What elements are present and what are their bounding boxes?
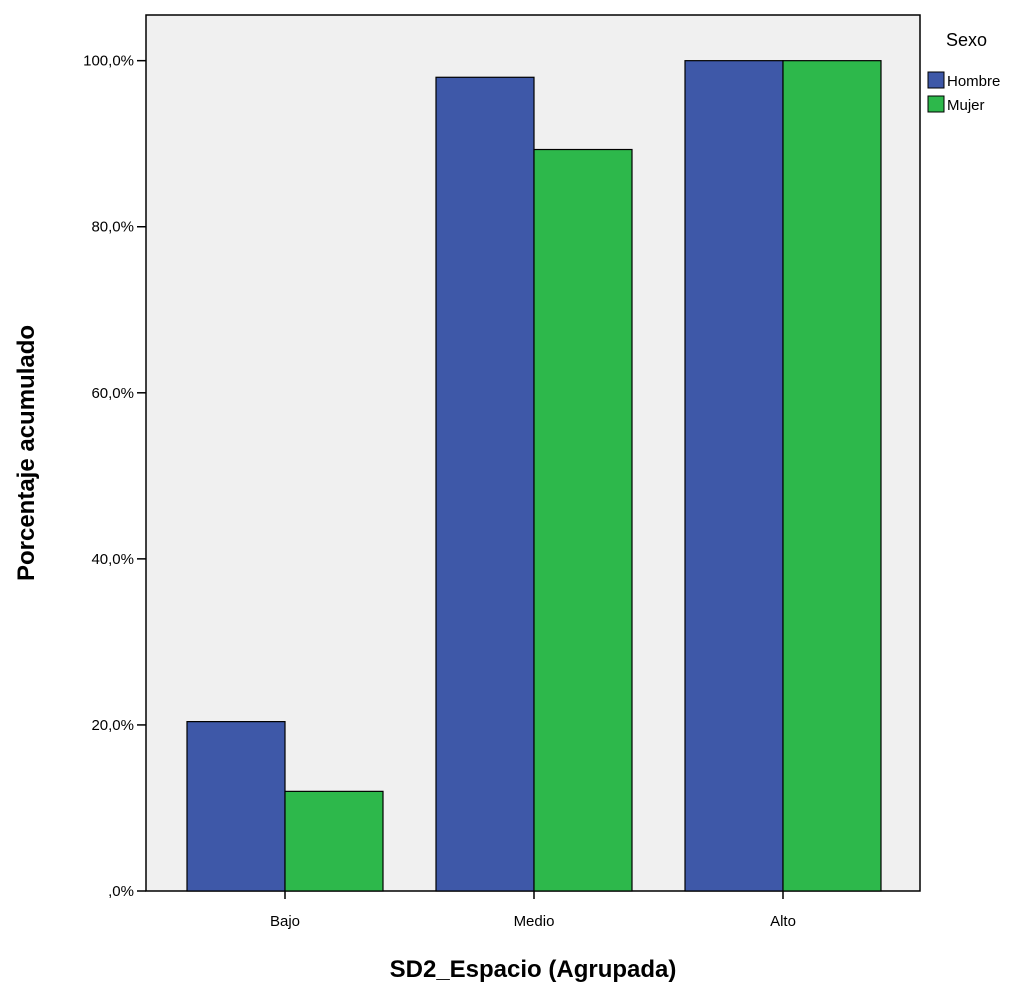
y-tick-label: 60,0% [91, 385, 134, 402]
legend: Sexo Hombre Mujer [927, 30, 1000, 114]
legend-swatch-hombre [927, 71, 945, 89]
bar-hombre-bajo [186, 721, 286, 892]
bar-mujer-medio [533, 148, 633, 892]
y-tick-label: 80,0% [91, 219, 134, 236]
bar-hombre-medio [435, 76, 535, 892]
bar-mujer-bajo [284, 790, 384, 892]
y-tick-label: 100,0% [83, 53, 134, 70]
bar-mujer-alto [782, 60, 882, 892]
legend-title: Sexo [946, 30, 987, 50]
x-axis-title: SD2_Espacio (Agrupada) [390, 956, 677, 983]
y-tick-label: 40,0% [91, 551, 134, 568]
x-tick-label: Medio [514, 913, 555, 930]
x-tick-label: Alto [770, 913, 796, 930]
legend-label-hombre: Hombre [947, 73, 1000, 90]
y-tick-label: ,0% [108, 883, 134, 900]
y-axis-title: Porcentaje acumulado [13, 325, 40, 581]
legend-swatch-mujer [927, 95, 945, 113]
x-tick-label: Bajo [270, 913, 300, 930]
legend-label-mujer: Mujer [947, 97, 985, 114]
y-tick-label: 20,0% [91, 717, 134, 734]
bar-hombre-alto [684, 60, 784, 892]
